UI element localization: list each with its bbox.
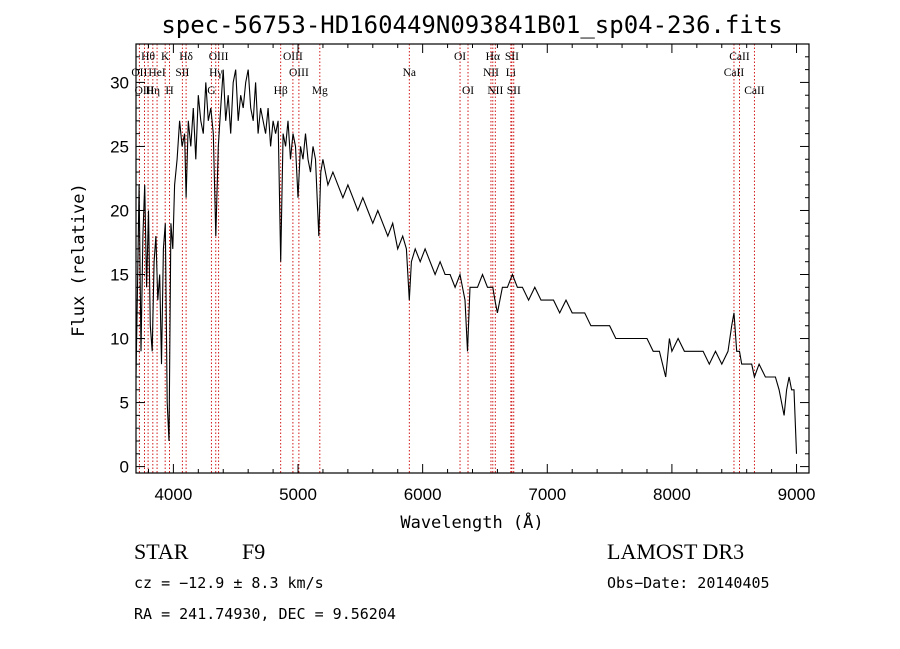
line-label-12: OIII (283, 51, 303, 63)
line-label-4: HeI (148, 67, 165, 79)
x-tick-label-0: 4000 (154, 485, 192, 504)
line-label-25: CaII (729, 51, 750, 63)
y-axis-ticks: 0 5 10 15 20 25 30 (110, 56, 809, 477)
line-label-8: Hδ (179, 51, 193, 63)
object-class: STAR (134, 539, 189, 564)
x-axis-ticks: 4000 5000 6000 7000 8000 9000 (147, 44, 816, 504)
line-label-24: SII (507, 85, 521, 97)
survey-name: LAMOST DR3 (607, 539, 744, 564)
line-label-5: K (161, 51, 170, 63)
line-label-15: Mg (312, 85, 328, 97)
y-tick-label-0: 0 (120, 458, 129, 477)
line-label-21: NII (483, 67, 499, 79)
line-label-14: Hβ (274, 85, 288, 97)
y-axis-label: Flux (relative) (69, 183, 89, 337)
y-tick-label-4: 20 (110, 201, 129, 220)
line-label-1: OII (131, 67, 147, 79)
object-subclass: F9 (242, 539, 265, 564)
line-label-10: Hγ (209, 67, 222, 79)
y-tick-label-1: 5 (120, 394, 129, 413)
line-label-9: OIII (209, 51, 229, 63)
y-tick-label-6: 30 (110, 73, 129, 92)
redshift-cz: cz = −12.9 ± 8.3 km/s (134, 574, 324, 592)
x-tick-label-2: 6000 (404, 485, 442, 504)
line-label-13: OIII (289, 67, 309, 79)
line-label-0: Hθ (141, 51, 155, 63)
line-label-23: NII (487, 85, 503, 97)
line-label-3: Hη (146, 85, 160, 97)
line-label-18: OI (462, 85, 474, 97)
x-tick-label-4: 8000 (653, 485, 691, 504)
observation-date: Obs−Date: 20140405 (607, 574, 770, 592)
line-label-11: G (207, 85, 215, 97)
y-tick-label-5: 25 (110, 137, 129, 156)
line-label-22: Li (506, 67, 516, 79)
line-label-2: OIII (135, 85, 155, 97)
chart-title: spec-56753-HD160449N093841B01_sp04-236.f… (161, 11, 782, 39)
line-label-26: CaII (724, 67, 745, 79)
ra-dec: RA = 241.74930, DEC = 9.56204 (134, 605, 396, 623)
x-tick-label-5: 9000 (778, 485, 816, 504)
x-axis-label: Wavelength (Å) (400, 511, 543, 533)
plot-frame (135, 43, 810, 474)
line-label-7: H (165, 85, 173, 97)
flux-series-line (135, 69, 798, 454)
line-label-16: Na (403, 67, 416, 79)
line-label-19: Hα (486, 51, 500, 63)
x-tick-label-1: 5000 (279, 485, 317, 504)
line-label-20: SII (505, 51, 519, 63)
line-label-17: OI (454, 51, 466, 63)
line-label-6: SII (175, 67, 189, 79)
line-label-27: CaII (744, 85, 765, 97)
x-tick-label-3: 7000 (528, 485, 566, 504)
y-tick-label-3: 15 (110, 266, 129, 285)
y-tick-label-2: 10 (110, 330, 129, 349)
